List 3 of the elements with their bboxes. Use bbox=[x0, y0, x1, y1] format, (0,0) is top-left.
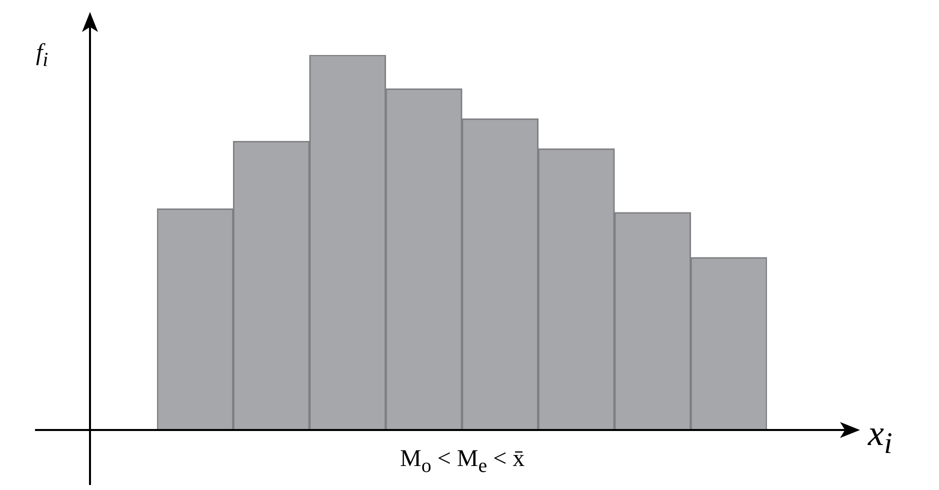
text: M$_{o}$ < M$_{e}$ < x̄ bbox=[400, 446, 525, 478]
y-axis-title: f$_{i}$ bbox=[36, 40, 48, 72]
x-axis-title: x$_{i}$ bbox=[868, 412, 892, 462]
